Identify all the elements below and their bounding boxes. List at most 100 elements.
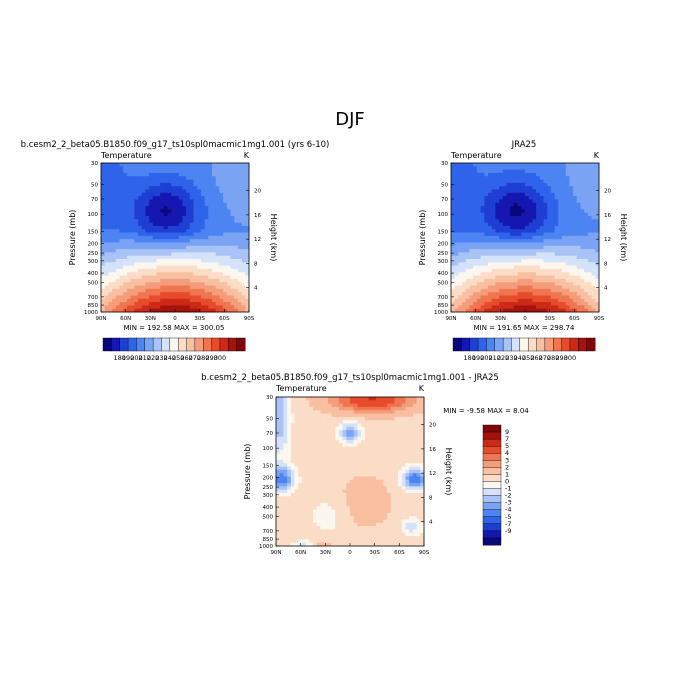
heatmap-cell [219, 239, 224, 243]
heatmap-cell [309, 443, 314, 448]
heatmap-cell [163, 278, 168, 283]
heatmap-cell [394, 440, 399, 444]
heatmap-cell [517, 239, 522, 243]
heatmap-cell [528, 268, 533, 273]
heatmap-cell [149, 222, 154, 227]
colorbar-swatch [236, 337, 246, 352]
heatmap-cell [215, 288, 220, 293]
heatmap-cell [167, 265, 172, 270]
heatmap-cell [305, 440, 310, 444]
heatmap-cell [324, 400, 329, 405]
heatmap-cell [357, 436, 362, 441]
heatmap-cell [175, 298, 180, 303]
heatmap-cell [241, 278, 246, 283]
heatmap-cell [167, 252, 172, 257]
heatmap-cell [346, 476, 351, 481]
heatmap-cell [573, 169, 578, 174]
heatmap-cell [595, 278, 600, 283]
heatmap-cell [584, 288, 589, 293]
heatmap-cell [119, 163, 124, 167]
heatmap-cell [580, 295, 585, 300]
heatmap-cell [458, 295, 463, 300]
heatmap-cell [350, 426, 355, 431]
heatmap-cell [532, 209, 537, 214]
heatmap-cell [517, 295, 522, 300]
heatmap-cell [193, 202, 198, 207]
heatmap-cell [562, 209, 567, 214]
heatmap-cell [138, 179, 143, 184]
heatmap-cell [204, 199, 209, 204]
heatmap-cell [342, 449, 347, 454]
heatmap-cell [364, 426, 369, 431]
heatmap-cell [104, 163, 109, 167]
heatmap-cell [212, 196, 217, 200]
heatmap-cell [398, 469, 403, 474]
heatmap-cell [539, 259, 544, 263]
heatmap-cell [416, 453, 421, 457]
heatmap-cell [465, 172, 470, 177]
heatmap-cell [178, 192, 183, 197]
colorbar-swatch [152, 337, 162, 352]
heatmap-cell [350, 489, 355, 494]
heatmap-cell [163, 166, 168, 171]
heatmap-cell [350, 430, 355, 434]
y-tick-label: 500 [438, 281, 449, 287]
heatmap-cell [101, 262, 106, 267]
heatmap-cell [215, 225, 220, 230]
heatmap-cell [353, 473, 358, 477]
heatmap-cell [230, 189, 235, 194]
heatmap-cell [160, 282, 165, 286]
heatmap-cell [175, 268, 180, 273]
heatmap-cell [219, 305, 224, 310]
heatmap-cell [491, 272, 496, 276]
heatmap-cell [517, 229, 522, 233]
heatmap-cell [573, 262, 578, 267]
heatmap-cell [465, 249, 470, 253]
heatmap-cell [375, 406, 380, 411]
heatmap-cell [283, 443, 288, 448]
heatmap-cell [237, 166, 242, 171]
heatmap-cell [375, 479, 380, 484]
heatmap-cell [219, 192, 224, 197]
heatmap-cell [108, 172, 113, 177]
heatmap-cell [543, 278, 548, 283]
heatmap-cell [454, 215, 459, 220]
heatmap-cell [364, 473, 369, 477]
heatmap-cell [416, 400, 421, 405]
heatmap-cell [175, 262, 180, 267]
heatmap-cell [528, 308, 533, 313]
heatmap-cell [405, 423, 410, 428]
heatmap-cell [112, 206, 117, 210]
heatmap-cell [488, 179, 493, 184]
heatmap-cell [364, 440, 369, 444]
heatmap-cell [189, 255, 194, 260]
heatmap-cell [416, 416, 421, 421]
heatmap-cell [156, 288, 161, 293]
heatmap-cell [230, 298, 235, 303]
heatmap-cell [528, 302, 533, 306]
heatmap-cell [510, 199, 515, 204]
heatmap-cell [130, 265, 135, 270]
heatmap-cell [379, 453, 384, 457]
heatmap-cell [405, 479, 410, 484]
heatmap-cell [562, 225, 567, 230]
heatmap-cell [149, 298, 154, 303]
heatmap-cell [462, 292, 467, 296]
heatmap-cell [506, 189, 511, 194]
heatmap-cell [226, 189, 231, 194]
heatmap-cell [412, 463, 417, 467]
heatmap-cell [375, 420, 380, 424]
heatmap-cell [543, 199, 548, 204]
heatmap-cell [473, 259, 478, 263]
colorbar-swatch [203, 337, 212, 352]
heatmap-cell [327, 456, 332, 461]
heatmap-cell [488, 268, 493, 273]
heatmap-cell [495, 242, 500, 247]
heatmap-cell [193, 285, 198, 290]
heatmap-cell [204, 235, 209, 240]
heatmap-cell [502, 255, 507, 260]
heatmap-cell [554, 222, 559, 227]
heatmap-cell [223, 189, 228, 194]
heatmap-cell [375, 453, 380, 457]
heatmap-cell [517, 189, 522, 194]
